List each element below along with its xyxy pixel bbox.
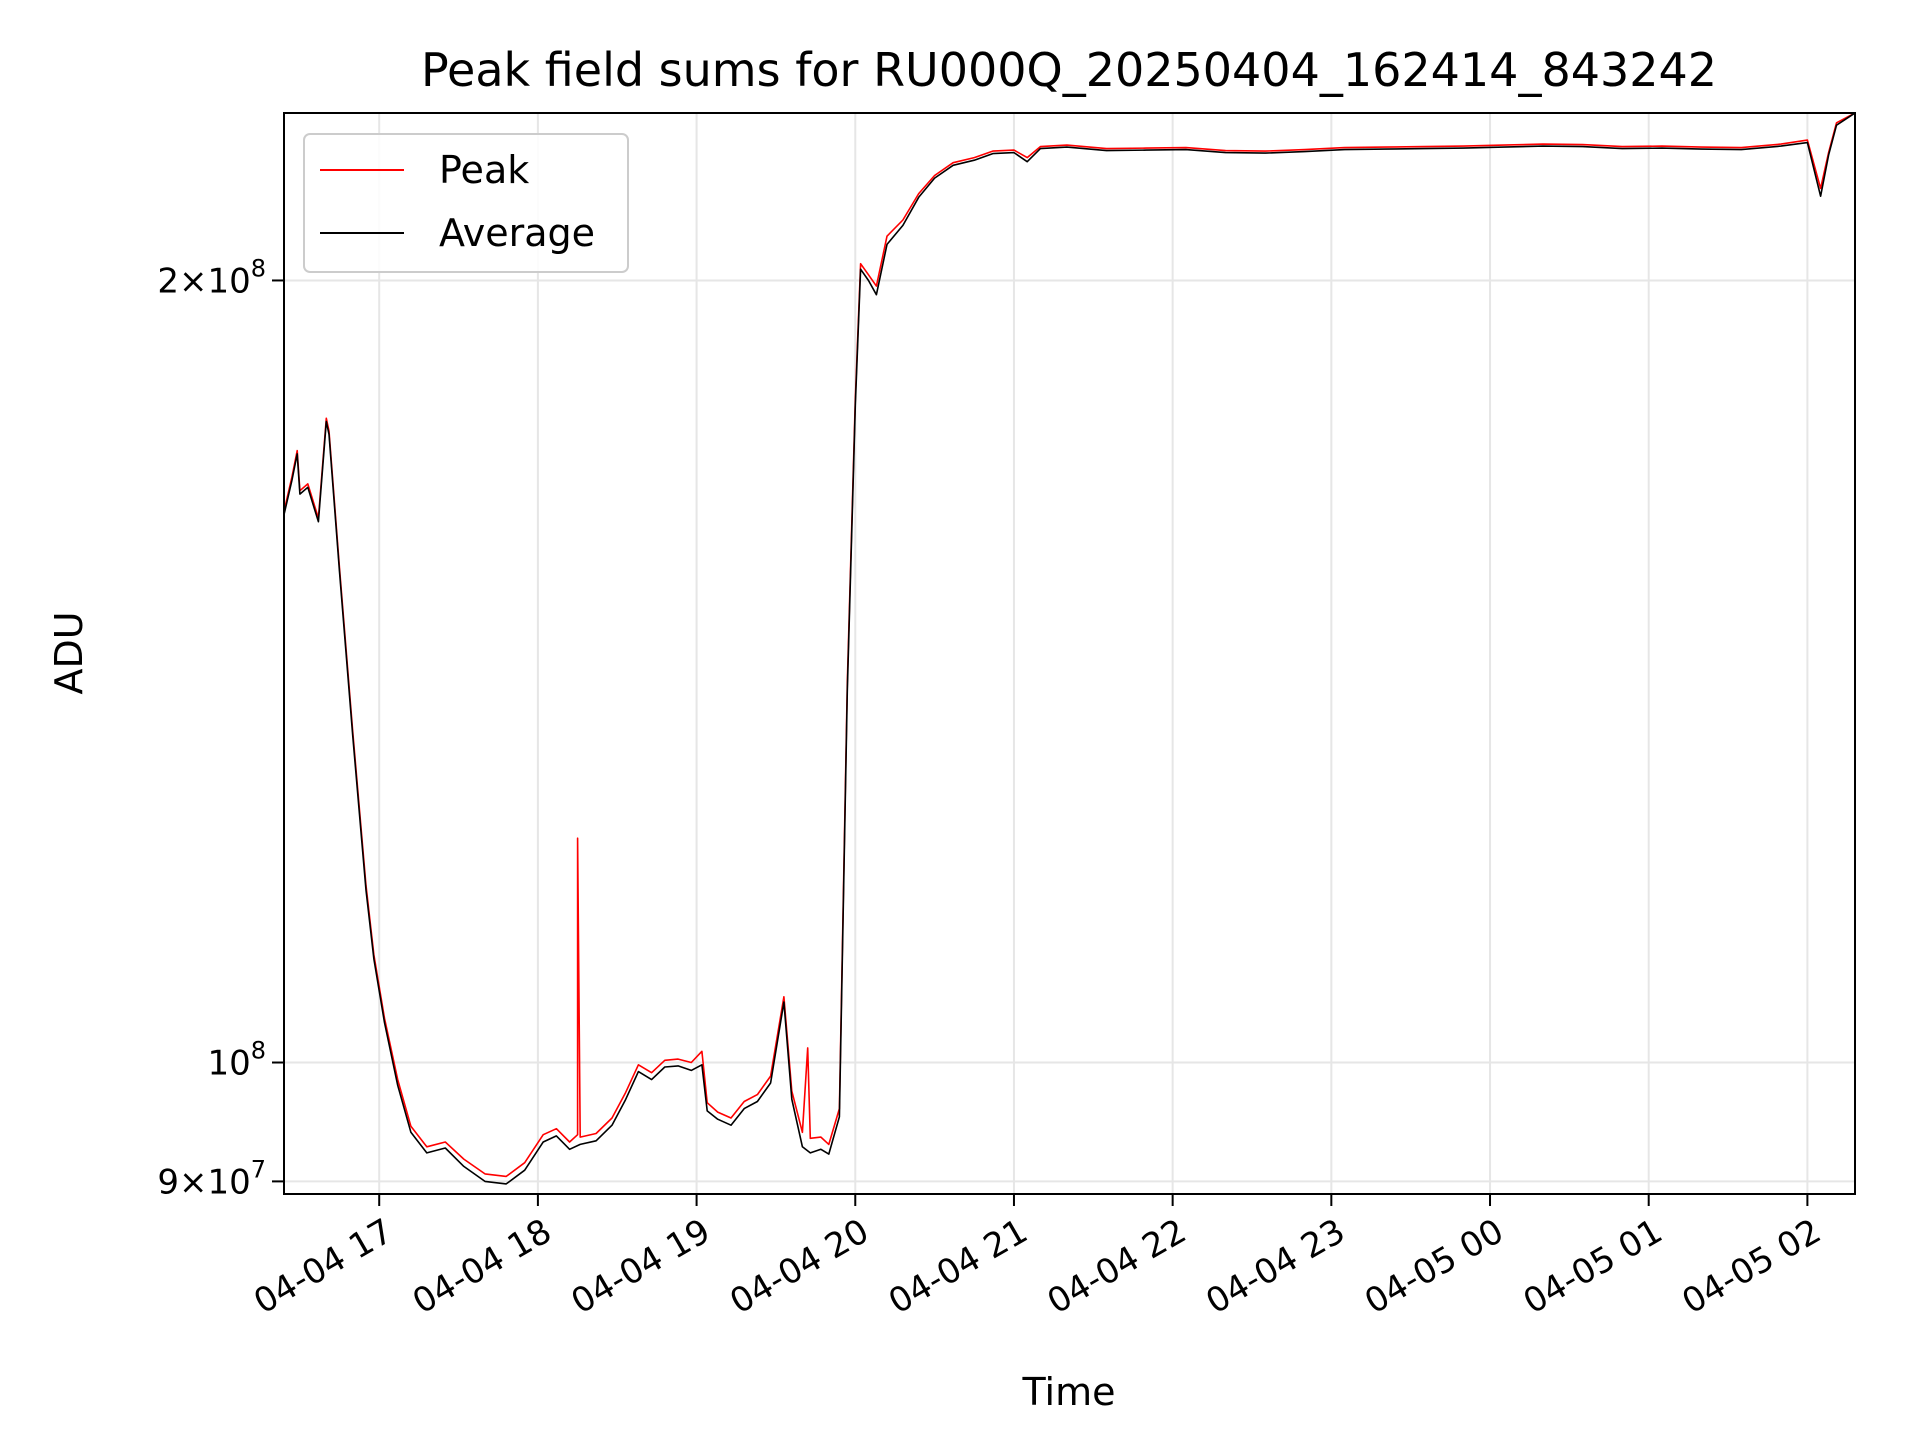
plot-frame [283, 112, 1856, 1195]
y-tick-label: 9×107 [157, 1155, 266, 1202]
legend-average-label: Average [439, 211, 595, 255]
series-layer [284, 113, 1855, 1185]
legend: Peak Average [303, 133, 629, 273]
y-tick-label: 2×108 [157, 254, 266, 301]
series-average-line [284, 113, 1855, 1185]
x-axis-label: Time [1022, 1370, 1116, 1414]
legend-box [303, 133, 629, 273]
y-axis-label: ADU [47, 611, 91, 694]
legend-peak-label: Peak [439, 148, 529, 192]
grid-layer [284, 113, 1855, 1194]
chart-title: Peak field sums for RU000Q_20250404_1624… [421, 43, 1717, 97]
series-peak-line [284, 113, 1855, 1178]
